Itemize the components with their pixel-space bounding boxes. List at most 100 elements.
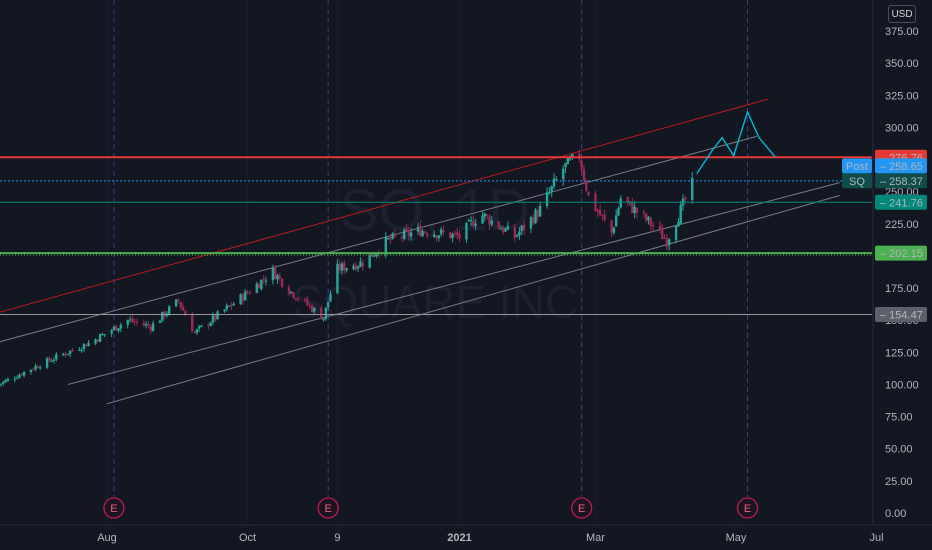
candle-up — [483, 213, 487, 217]
candle-down — [179, 302, 182, 308]
candle-down — [626, 197, 629, 203]
level-badge-text: – 154.47 — [880, 309, 923, 321]
currency-button[interactable]: USD — [888, 5, 916, 23]
earnings-marker[interactable]: E — [736, 497, 759, 519]
candle-up — [647, 216, 650, 221]
candle-down — [361, 262, 364, 267]
candle-down — [456, 232, 459, 236]
level-badge-box — [875, 245, 927, 261]
price-axis[interactable]: 375.00350.00325.00300.00275.00250.00225.… — [872, 0, 932, 550]
price-tick-label: 350.00 — [885, 58, 919, 70]
candle-up — [674, 226, 678, 241]
post-price-text: – 258.65 — [880, 161, 923, 173]
candle-up — [15, 377, 19, 379]
time-tick-label: Oct — [239, 532, 256, 544]
candle-up — [518, 231, 521, 236]
horizontal-levels[interactable] — [0, 156, 872, 315]
earnings-marker[interactable]: E — [103, 497, 125, 519]
candle-down — [287, 287, 291, 294]
candle-down — [449, 232, 452, 239]
price-tick-label: 375.00 — [885, 26, 919, 38]
earnings-marker[interactable]: E — [317, 497, 339, 519]
candle-down — [257, 283, 261, 289]
price-tick-label: 0.00 — [885, 508, 906, 520]
candle-up — [50, 360, 53, 362]
candle-down — [651, 224, 655, 227]
candle-down — [435, 235, 438, 239]
candle-down — [407, 229, 411, 236]
candle-up — [469, 220, 473, 222]
earnings-marker-label: E — [110, 503, 117, 515]
candle-up — [571, 154, 574, 158]
candle-up — [34, 365, 37, 370]
candle-down — [48, 357, 51, 361]
candle-up — [439, 229, 443, 235]
candle-down — [587, 191, 590, 196]
candle-up — [87, 342, 90, 347]
candle-down — [684, 197, 687, 200]
candle-down — [308, 305, 311, 307]
candle-down — [262, 279, 265, 281]
candle-up — [437, 235, 440, 239]
candle-up — [481, 215, 484, 224]
time-tick-label: 2021 — [447, 532, 471, 544]
candle-up — [68, 350, 72, 355]
candle-up — [264, 280, 268, 282]
candle-down — [354, 264, 358, 270]
candle-down — [142, 323, 146, 326]
earnings-marker-label: E — [325, 503, 332, 515]
candle-up — [490, 220, 493, 225]
time-tick-label: May — [726, 532, 747, 544]
time-axis-background — [0, 525, 932, 550]
candle-up — [326, 301, 330, 308]
candle-up — [403, 229, 406, 239]
candle-down — [248, 292, 252, 294]
time-tick-label: Aug — [97, 532, 117, 544]
time-tick-label: 9 — [334, 532, 340, 544]
candle-up — [211, 315, 215, 323]
candle-down — [598, 210, 602, 216]
candle-down — [147, 324, 150, 326]
candle-up — [356, 266, 360, 269]
candle-down — [532, 217, 535, 224]
symbol-tag-text: SQ — [849, 176, 865, 188]
candle-down — [458, 234, 461, 238]
candle-up — [94, 339, 97, 344]
price-tick-label: 100.00 — [885, 379, 919, 391]
price-tick-label: 50.00 — [885, 444, 913, 456]
time-tick-label: Mar — [586, 532, 605, 544]
candle-up — [467, 220, 470, 222]
candle-up — [612, 227, 616, 233]
level-badge-box — [875, 194, 927, 210]
candle-up — [227, 305, 231, 307]
candle-down — [280, 278, 284, 287]
candle-down — [96, 339, 99, 342]
candle-up — [174, 299, 178, 307]
candle-up — [128, 319, 132, 321]
candle-down — [485, 214, 489, 216]
trend-channel-line — [67, 182, 840, 385]
candle-down — [338, 263, 341, 271]
candle-up — [18, 374, 21, 378]
candle-up — [255, 283, 258, 293]
projection-path — [696, 110, 776, 175]
candle-up — [416, 226, 420, 232]
candle-down — [635, 208, 639, 213]
candle-up — [375, 253, 378, 256]
candle-down — [191, 315, 194, 332]
candle-up — [515, 235, 519, 237]
symbol-tag-box — [842, 173, 872, 189]
candle-down — [522, 224, 526, 230]
price-tick-label: 300.00 — [885, 122, 919, 134]
time-axis[interactable]: Aug Oct 9 2021 Mar May Jul — [0, 524, 932, 550]
earnings-marker[interactable]: E — [570, 497, 593, 519]
watermark-name: SQUARE INC — [292, 276, 578, 328]
candle-up — [223, 309, 226, 312]
candle-up — [151, 323, 155, 332]
candle-up — [345, 268, 348, 271]
candle-down — [85, 344, 88, 347]
post-tag-text: Post — [846, 161, 868, 173]
candle-down — [472, 220, 475, 227]
